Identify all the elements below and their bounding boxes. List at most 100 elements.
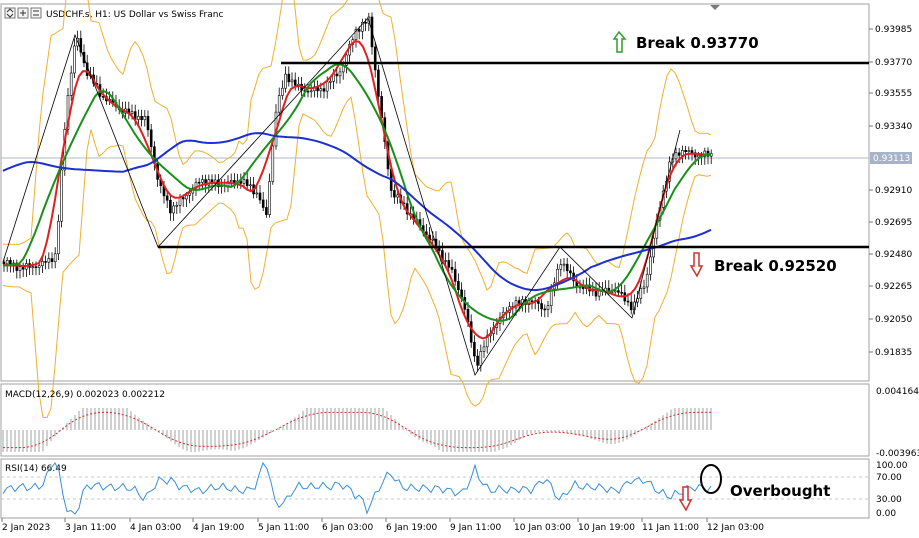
chart-title: USDCHF.s, H1: US Dollar vs Swiss Franc bbox=[46, 10, 223, 20]
candle-body bbox=[229, 180, 233, 183]
price-tick-label: 0.92695 bbox=[875, 218, 912, 228]
price-tick-label: 0.91835 bbox=[875, 348, 912, 358]
down-arrow-icon bbox=[689, 252, 704, 278]
candle-body bbox=[373, 46, 377, 71]
time-tick-label: 10 Jan 03:00 bbox=[514, 523, 571, 533]
candle-body bbox=[306, 90, 310, 93]
candle-body bbox=[181, 197, 185, 200]
candle-body bbox=[2, 261, 6, 265]
candle-body bbox=[556, 268, 559, 284]
candle-body bbox=[437, 248, 441, 251]
candle-body bbox=[169, 199, 172, 214]
candle-body bbox=[354, 29, 358, 40]
candle-body bbox=[543, 308, 547, 311]
candle-body bbox=[338, 71, 342, 77]
candle-body bbox=[53, 253, 57, 263]
rsi-tick-label: 0.00 bbox=[876, 509, 896, 519]
candle-body bbox=[677, 152, 681, 156]
price-tick-label: 0.93555 bbox=[875, 89, 912, 99]
rsi-down-arrow-icon bbox=[678, 486, 693, 512]
candle-body bbox=[165, 195, 169, 201]
price-tick-label: 0.93340 bbox=[875, 122, 912, 132]
candle-body bbox=[284, 73, 287, 89]
candle-body bbox=[514, 300, 518, 309]
grid-lines-icon bbox=[33, 10, 39, 16]
rsi-panel[interactable] bbox=[0, 458, 870, 519]
candle-body bbox=[639, 288, 643, 299]
candle-body bbox=[325, 81, 329, 92]
candle-body bbox=[396, 194, 399, 198]
candle-body bbox=[249, 184, 252, 187]
chart-grid-icon[interactable] bbox=[30, 7, 42, 19]
rsi-tick-label: 70.00 bbox=[876, 473, 902, 483]
price-tick-label: 0.93770 bbox=[875, 58, 912, 68]
candle-body bbox=[393, 190, 396, 198]
candle-body bbox=[476, 355, 479, 366]
candle-body bbox=[642, 286, 646, 289]
time-tick-label: 6 Jan 19:00 bbox=[386, 523, 438, 533]
candle-body bbox=[697, 154, 700, 158]
candle-body bbox=[565, 263, 569, 272]
price-tick-label: 0.92480 bbox=[875, 250, 912, 260]
candle-body bbox=[377, 69, 380, 97]
shift-marker-icon[interactable] bbox=[710, 5, 720, 10]
candle-body bbox=[172, 205, 175, 214]
candle-body bbox=[143, 116, 147, 121]
candle-body bbox=[530, 300, 534, 302]
candle-body bbox=[197, 181, 201, 184]
candle-body bbox=[69, 72, 73, 96]
time-tick-label: 6 Jan 03:00 bbox=[322, 523, 374, 533]
rsi-path bbox=[2, 461, 712, 515]
zigzag-line bbox=[2, 17, 681, 376]
candle-body bbox=[287, 73, 291, 83]
candle-body bbox=[309, 90, 313, 93]
candle-body bbox=[204, 179, 207, 186]
candle-body bbox=[66, 95, 70, 130]
candle-body bbox=[450, 267, 454, 270]
candle-body bbox=[271, 145, 275, 182]
candle-body bbox=[21, 266, 25, 270]
title-arrow-button[interactable] bbox=[4, 7, 16, 19]
candle-body bbox=[613, 290, 617, 293]
up-arrow-icon bbox=[612, 30, 627, 53]
candle-body bbox=[517, 300, 521, 304]
candle-body bbox=[37, 265, 41, 268]
candle-body bbox=[44, 261, 47, 263]
candle-body bbox=[41, 261, 44, 266]
bollinger-upper bbox=[3, 0, 712, 291]
rsi-scale: 100.00 70.00 30.00 0.00 bbox=[876, 461, 908, 519]
rsi-label: RSI(14) 66.49 bbox=[5, 464, 67, 474]
candle-body bbox=[322, 88, 326, 92]
current-price-box bbox=[870, 152, 912, 164]
candle-body bbox=[268, 181, 271, 215]
time-tick-label: 11 Jan 11:00 bbox=[642, 523, 699, 533]
candle-body bbox=[335, 73, 339, 77]
candle-body bbox=[540, 303, 543, 310]
candle-body bbox=[690, 150, 694, 153]
chart-title-bar: USDCHF.s, H1: US Dollar vs Swiss Franc bbox=[4, 7, 223, 20]
bollinger-bands bbox=[2, 0, 712, 418]
candle-body bbox=[175, 205, 179, 207]
price-tick-label: 0.92265 bbox=[875, 282, 912, 292]
time-tick-label: 3 Jan 11:00 bbox=[65, 523, 117, 533]
candle-body bbox=[233, 180, 236, 183]
candle-body bbox=[178, 197, 182, 206]
price-tick-label: 0.93985 bbox=[875, 25, 912, 35]
candle-body bbox=[447, 260, 451, 268]
candle-body bbox=[684, 149, 687, 153]
candle-body bbox=[130, 111, 134, 114]
time-tick-label: 2 Jan 2023 bbox=[2, 523, 50, 533]
time-tick-label: 4 Jan 03:00 bbox=[130, 523, 182, 533]
candle-body bbox=[361, 22, 364, 32]
candle-body bbox=[329, 81, 332, 83]
candle-body bbox=[201, 179, 204, 183]
candle-body bbox=[79, 38, 83, 53]
bollinger-lower bbox=[2, 96, 712, 418]
candle-body bbox=[290, 79, 294, 83]
candle-body bbox=[57, 220, 60, 255]
candle-body bbox=[242, 179, 246, 184]
macd-scale-bottom: -0.003963 bbox=[876, 449, 919, 459]
rsi-line bbox=[2, 461, 712, 515]
main-chart-area[interactable] bbox=[0, 3, 870, 382]
